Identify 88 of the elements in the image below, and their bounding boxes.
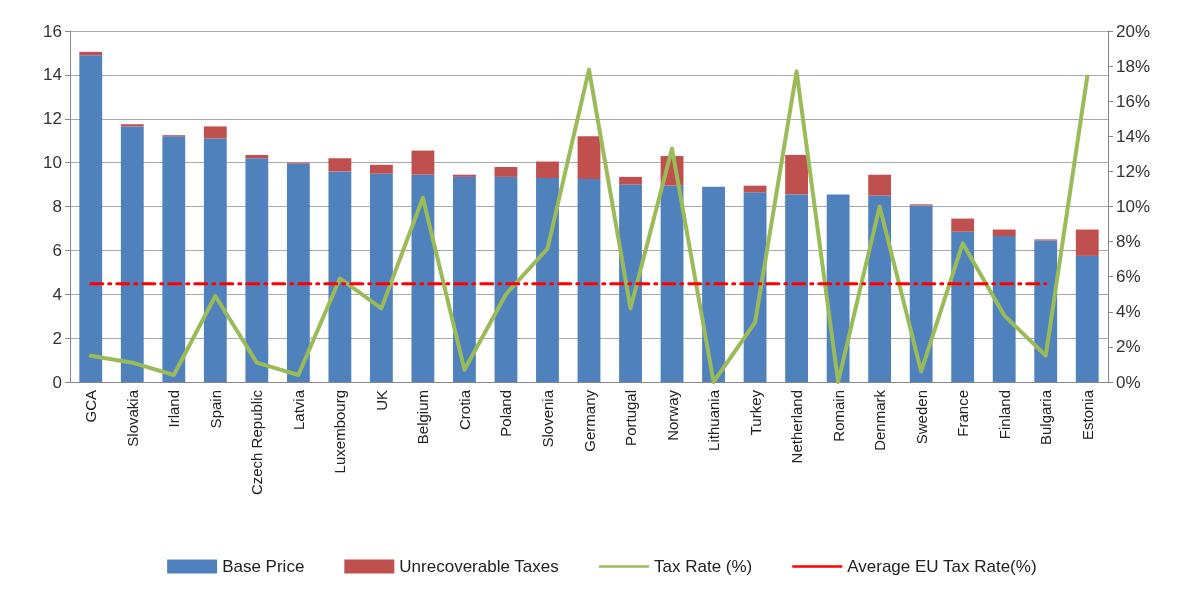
bar [79, 51, 103, 56]
bar [951, 218, 975, 232]
x-tick-label: Bulgaria [1037, 389, 1055, 446]
bar [494, 167, 518, 177]
y-tick-label: 0 [52, 372, 62, 392]
bar [245, 158, 269, 382]
x-tick-label: France [954, 390, 972, 437]
x-tick-label: Sweden [912, 390, 930, 445]
y2-tick-label: 18% [1116, 56, 1151, 76]
bar [785, 154, 809, 195]
x-tick-label: Slovenia [538, 389, 556, 448]
x-tick-label: Finland [995, 390, 1013, 440]
y-tick-label: 4 [52, 284, 62, 304]
bar [619, 176, 642, 185]
x-tick-label: Czech Republic [248, 389, 266, 496]
bar [868, 195, 892, 382]
bar [494, 176, 518, 382]
x-tick-label: UK [372, 390, 390, 411]
y2-tick-label: 8% [1116, 232, 1141, 252]
x-tick-label: Poland [497, 390, 515, 437]
x-tick-label: Crotia [455, 389, 473, 431]
bar [577, 136, 601, 180]
legend-label: Tax Rate (%) [654, 557, 753, 576]
x-tick-label: Irland [165, 390, 183, 428]
y2-tick-label: 20% [1116, 21, 1151, 41]
bar [453, 176, 476, 382]
x-tick-label: Romain [829, 390, 847, 442]
bar [536, 161, 559, 178]
bar [702, 186, 725, 382]
y-tick-label: 14 [43, 65, 62, 85]
x-tick-label: Norway [663, 389, 681, 441]
bar [453, 174, 476, 177]
y-tick-label: 6 [52, 240, 62, 260]
legend-label: Unrecoverable Taxes [399, 557, 559, 576]
bar [328, 171, 352, 382]
y-tick-label: 12 [43, 109, 62, 129]
x-tick-label: Belgium [414, 390, 432, 445]
bar [1075, 255, 1099, 382]
y-tick-label: 16 [43, 21, 62, 41]
legend-label: Average EU Tax Rate(%) [847, 557, 1037, 576]
bar [286, 163, 310, 382]
x-tick-label: Portugal [622, 390, 640, 446]
x-tick-label: Spain [206, 390, 224, 429]
bar [369, 164, 393, 174]
bar [951, 231, 975, 382]
y2-tick-label: 0% [1116, 372, 1141, 392]
bar [79, 55, 103, 382]
bar [369, 173, 393, 382]
x-tick-label: Estonia [1078, 389, 1096, 441]
bar [992, 236, 1016, 382]
bar [203, 126, 227, 139]
y2-tick-label: 14% [1116, 126, 1151, 146]
y-tick-label: 2 [52, 328, 62, 348]
y2-tick-label: 6% [1116, 267, 1141, 287]
y2-tick-label: 12% [1116, 161, 1151, 181]
bar [328, 158, 352, 172]
y2-tick-label: 16% [1116, 91, 1151, 111]
line-series [88, 67, 1090, 384]
x-tick-label: Latvia [289, 389, 307, 431]
x-tick-label: Netherland [788, 390, 806, 464]
x-tick-label: GCA [82, 390, 100, 423]
x-tick-label: Lithuania [705, 389, 723, 451]
y-tick-label: 8 [52, 197, 62, 216]
bar [536, 177, 559, 382]
y-tick-label: 10 [43, 153, 62, 173]
bar [660, 185, 684, 382]
bar [411, 150, 435, 175]
bar [619, 184, 642, 382]
bar [909, 205, 933, 382]
bar [1075, 229, 1099, 256]
x-tick-label: Germany [580, 389, 598, 452]
bar [868, 174, 892, 196]
y2-tick-label: 4% [1116, 302, 1141, 322]
y2-tick-label: 10% [1116, 197, 1151, 216]
bar [992, 229, 1016, 237]
x-tick-label: Turkey [746, 389, 764, 436]
bar [577, 179, 601, 382]
bar [162, 136, 186, 382]
y2-tick-label: 2% [1116, 337, 1141, 357]
bar [120, 124, 144, 127]
bar [203, 138, 227, 382]
bar [785, 194, 809, 382]
bar [120, 126, 144, 382]
x-tick-label: Denmark [871, 389, 889, 451]
x-tick-label: Luxembourg [331, 390, 349, 474]
x-tick-label: Slovakia [123, 389, 141, 447]
legend-label: Base Price [222, 557, 305, 576]
bar [245, 154, 269, 159]
